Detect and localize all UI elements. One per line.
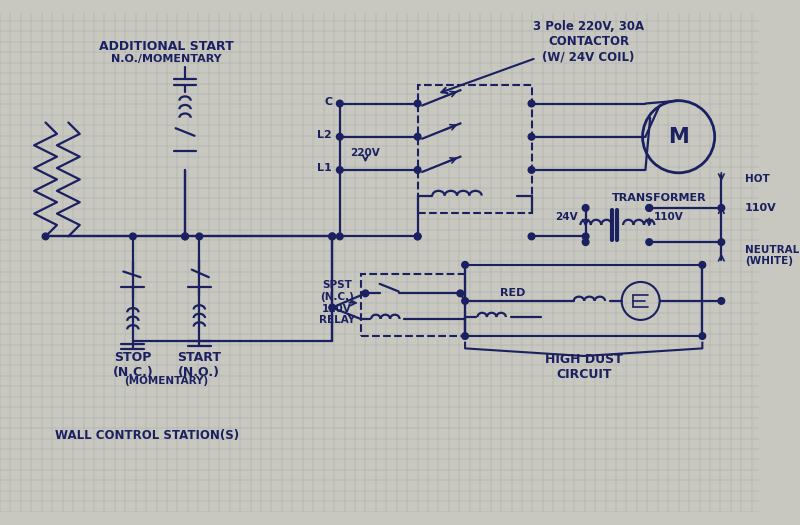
Text: (MOMENTARY): (MOMENTARY) bbox=[124, 376, 208, 386]
Circle shape bbox=[329, 304, 335, 311]
Circle shape bbox=[699, 261, 706, 268]
Circle shape bbox=[528, 100, 535, 107]
Circle shape bbox=[528, 166, 535, 173]
Text: START
(N.O.): START (N.O.) bbox=[178, 351, 222, 379]
Circle shape bbox=[362, 290, 369, 297]
Text: 110V: 110V bbox=[745, 203, 777, 213]
Text: HOT: HOT bbox=[745, 174, 770, 184]
Circle shape bbox=[414, 133, 421, 140]
Text: HIGH DUST
CIRCUIT: HIGH DUST CIRCUIT bbox=[545, 353, 622, 381]
Text: STOP
(N.C.): STOP (N.C.) bbox=[113, 351, 154, 379]
Circle shape bbox=[42, 233, 49, 240]
Circle shape bbox=[462, 261, 468, 268]
Circle shape bbox=[528, 133, 535, 140]
Circle shape bbox=[329, 233, 335, 240]
Circle shape bbox=[646, 205, 653, 211]
Circle shape bbox=[462, 333, 468, 339]
Text: RED: RED bbox=[500, 288, 526, 298]
Circle shape bbox=[699, 333, 706, 339]
Text: 220V: 220V bbox=[350, 148, 380, 158]
Circle shape bbox=[182, 233, 189, 240]
Circle shape bbox=[646, 205, 653, 211]
Circle shape bbox=[337, 166, 343, 173]
Circle shape bbox=[329, 233, 335, 240]
Text: N.O./MOMENTARY: N.O./MOMENTARY bbox=[110, 54, 222, 64]
Circle shape bbox=[414, 100, 421, 107]
Circle shape bbox=[582, 239, 589, 245]
Circle shape bbox=[414, 233, 421, 240]
Circle shape bbox=[646, 239, 653, 245]
Text: 3 Pole 220V, 30A
CONTACTOR
(W/ 24V COIL): 3 Pole 220V, 30A CONTACTOR (W/ 24V COIL) bbox=[533, 20, 644, 64]
Text: M: M bbox=[668, 127, 689, 147]
Circle shape bbox=[462, 298, 468, 304]
Circle shape bbox=[414, 166, 421, 173]
Circle shape bbox=[457, 290, 464, 297]
Text: NEUTRAL
(WHITE): NEUTRAL (WHITE) bbox=[745, 245, 799, 266]
Circle shape bbox=[337, 233, 343, 240]
Text: C: C bbox=[324, 97, 332, 107]
Circle shape bbox=[130, 233, 136, 240]
Circle shape bbox=[528, 233, 535, 240]
Text: WALL CONTROL STATION(S): WALL CONTROL STATION(S) bbox=[55, 429, 239, 442]
Circle shape bbox=[718, 205, 725, 211]
Circle shape bbox=[718, 298, 725, 304]
Text: TRANSFORMER: TRANSFORMER bbox=[612, 193, 707, 203]
Text: ADDITIONAL START: ADDITIONAL START bbox=[98, 40, 234, 53]
Circle shape bbox=[582, 205, 589, 211]
Text: SPST
(N.C.)
110V
RELAY: SPST (N.C.) 110V RELAY bbox=[319, 280, 355, 326]
Text: L2: L2 bbox=[318, 130, 332, 140]
Circle shape bbox=[337, 100, 343, 107]
Text: 110V: 110V bbox=[654, 213, 684, 223]
Circle shape bbox=[718, 239, 725, 245]
Circle shape bbox=[182, 233, 189, 240]
Circle shape bbox=[337, 133, 343, 140]
Text: L1: L1 bbox=[318, 163, 332, 173]
Circle shape bbox=[196, 233, 202, 240]
Circle shape bbox=[582, 233, 589, 240]
Text: 24V: 24V bbox=[555, 213, 578, 223]
Circle shape bbox=[414, 233, 421, 240]
